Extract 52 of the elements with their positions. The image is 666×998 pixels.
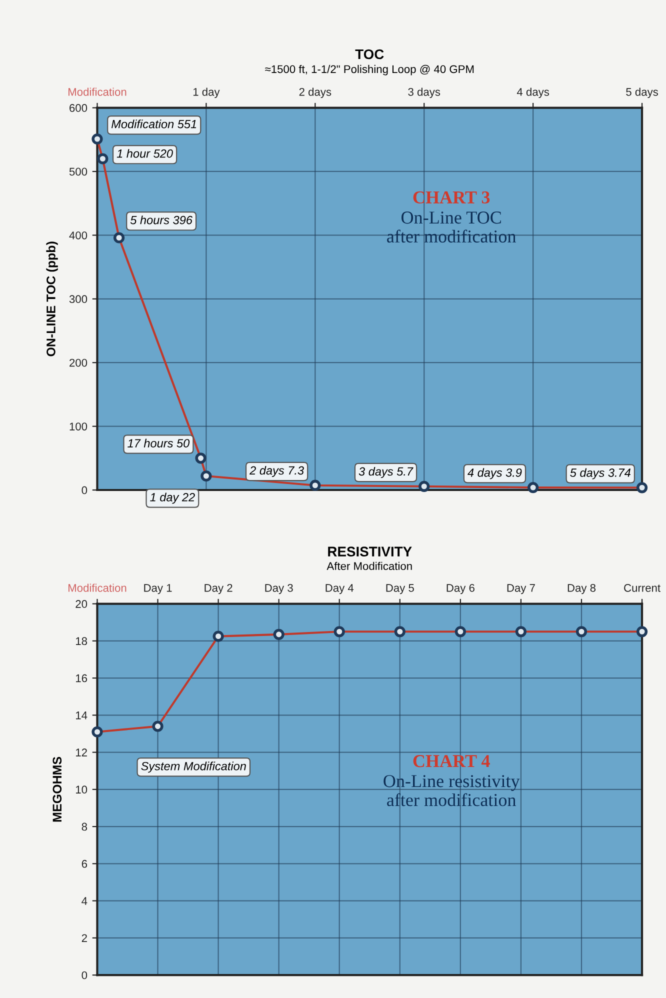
y-tick-label: 2 [82,934,87,942]
x-tick-label: Current [624,584,660,592]
chart-title: TOC [355,49,384,60]
y-tick-label: 400 [69,231,88,240]
x-tick-label: Day 3 [265,584,293,594]
x-tick-label: Day 5 [386,584,414,594]
chart-title: RESISTIVITY [328,546,412,556]
y-tick-label: 4 [82,897,88,905]
y-tick-label: 200 [70,358,88,367]
y-axis-title: ON-LINE TOC (ppb) [46,242,58,356]
x-tick-label: Day 8 [568,584,596,594]
data-label: 5 hours 396 [130,216,192,224]
x-tick-label: Day 7 [507,584,535,594]
y-tick-label: 18 [76,637,88,646]
data-label: 3 days 5.7 [358,466,414,478]
y-tick-label: 8 [82,822,88,831]
data-label: 4 days 3.9 [468,468,522,480]
y-tick-label: 100 [70,422,88,430]
data-label: 1 day 22 [150,492,195,504]
data-label: 17 hours 50 [128,438,190,448]
y-tick-label: 300 [69,295,88,304]
data-label: 1 hour 520 [116,149,173,158]
y-axis-title: MEGOHMS [52,756,62,822]
y-tick-label: 6 [82,860,88,868]
annotation: CHART 3 [413,191,490,204]
y-tick-label: 600 [70,104,88,112]
data-label: Modification 551 [111,120,196,128]
annotation: CHART 4 [413,755,490,768]
y-tick-label: 0 [82,971,88,980]
chart-subtitle: After Modification [326,562,412,570]
y-tick-label: 0 [82,486,88,494]
x-tick-label: Modification [68,88,126,96]
x-tick-label: Day 1 [144,584,172,594]
x-tick-label: 1 day [193,88,220,98]
x-tick-label: Day 2 [204,584,232,594]
data-label: 2 days 7.3 [250,466,304,477]
y-tick-label: 14 [76,712,88,720]
x-tick-label: Day 4 [326,584,354,594]
chart-subtitle: ≈1500 ft, 1-1/2" Polishing Loop @ 40 GPM [265,64,474,76]
x-tick-label: Modification [68,584,126,592]
x-tick-label: 4 days [516,88,550,98]
y-tick-label: 20 [76,600,88,608]
data-label: 5 days 3.74 [570,468,630,480]
x-tick-label: 2 days [299,88,332,98]
y-tick-label: 10 [76,786,88,794]
annotation: System Modification [141,762,246,773]
y-tick-label: 16 [76,674,88,682]
y-tick-label: 12 [76,748,87,756]
x-tick-label: 5 days [626,88,658,98]
y-tick-label: 500 [69,168,88,176]
x-tick-label: 3 days [408,88,440,98]
x-tick-label: Day 6 [446,584,474,594]
